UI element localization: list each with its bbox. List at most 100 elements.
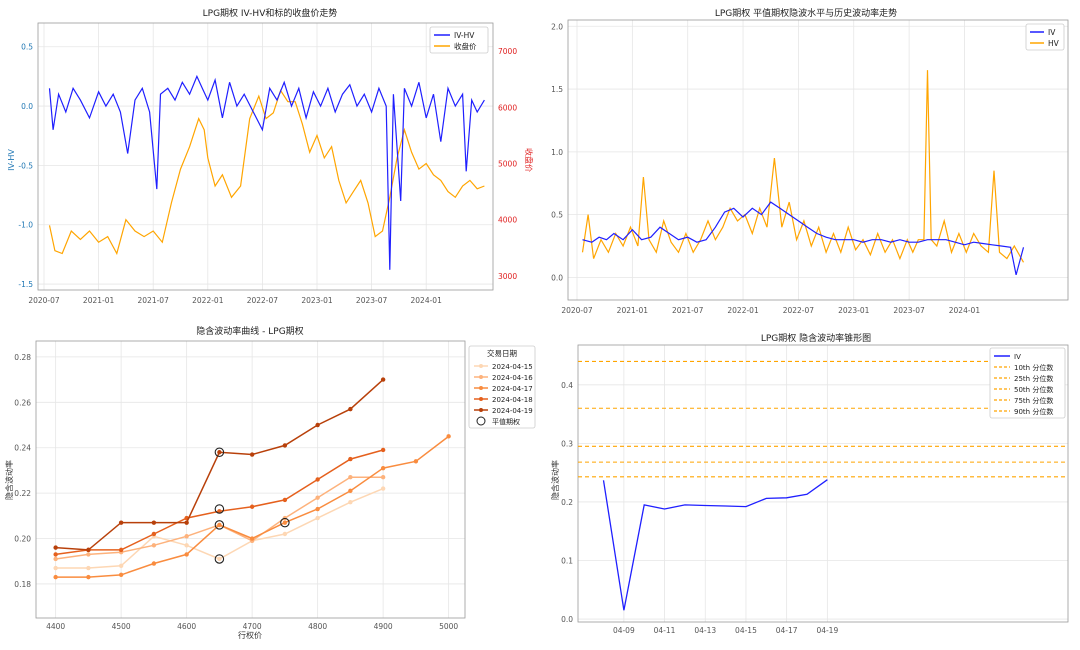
chart4-title: LPG期权 隐含波动率锥形图 bbox=[761, 332, 871, 344]
chart4-ytick-label: 0.1 bbox=[561, 557, 573, 566]
chart3-xtick-label: 4500 bbox=[112, 622, 131, 631]
chart3-atm-marker bbox=[214, 520, 225, 530]
chart3-atm-marker bbox=[214, 554, 225, 564]
chart2-ytick-label: 1.0 bbox=[551, 148, 563, 157]
chart4-frame bbox=[577, 344, 1069, 623]
chart3-ytick-label: 0.28 bbox=[14, 353, 31, 362]
chart3-frame bbox=[35, 340, 466, 619]
chart4-ytick-label: 0.0 bbox=[561, 615, 573, 624]
chart-iv-cone: LPG期权 隐含波动率锥形图 隐含波动率 04-09 04-11 04-13 04-1… bbox=[550, 332, 1069, 635]
chart2-ytick-label: 2.0 bbox=[551, 22, 563, 31]
chart4-ytick-label: 0.3 bbox=[561, 439, 573, 448]
chart3-series-point bbox=[53, 545, 58, 550]
chart2-xtick-label: 2020-07 bbox=[561, 306, 593, 315]
chart3-atm-marker bbox=[214, 504, 225, 514]
chart3-legend-item: 2024-04-19 bbox=[492, 407, 533, 415]
chart1-y2tick-label: 6000 bbox=[498, 103, 517, 112]
chart2-ytick-label: 1.5 bbox=[551, 85, 563, 94]
chart4-xtick-label: 04-09 bbox=[613, 626, 635, 635]
chart3-series-point bbox=[249, 536, 255, 541]
chart1-ytick-label: -1.5 bbox=[18, 280, 33, 289]
chart1-legend-ivhv: IV-HV bbox=[454, 31, 475, 40]
chart3-series-point bbox=[348, 488, 353, 494]
chart2-legend-iv: IV bbox=[1048, 28, 1056, 37]
chart-ivhv-close: LPG期权 IV-HV和标的收盘价走势 IV-HV 收盘价 2020-07 202… bbox=[7, 7, 534, 305]
chart3-series-point bbox=[151, 561, 157, 566]
chart3-ytick-label: 0.26 bbox=[14, 398, 31, 407]
chart1-xtick-label: 2020-07 bbox=[28, 296, 60, 305]
chart4-legend-item: 75th 分位数 bbox=[1014, 396, 1053, 405]
chart4-legend-item: IV bbox=[1014, 353, 1021, 361]
chart1-xtick-label: 2021-01 bbox=[83, 296, 115, 305]
chart4-xtick-label: 04-11 bbox=[654, 626, 676, 635]
chart3-series-point bbox=[151, 531, 157, 537]
chart4-xtick-label: 04-15 bbox=[735, 626, 757, 635]
chart1-legend-close: 收盘价 bbox=[454, 41, 477, 51]
chart3-series-point bbox=[282, 520, 288, 525]
chart3-xtick-label: 4600 bbox=[177, 622, 196, 631]
chart3-series-point bbox=[86, 552, 91, 557]
chart4-legend-item: 25th 分位数 bbox=[1014, 374, 1053, 383]
chart3-series-point bbox=[217, 509, 222, 514]
chart4-legend-item: 50th 分位数 bbox=[1014, 385, 1053, 394]
chart3-series-point bbox=[282, 531, 288, 537]
chart3-xtick-label: 4800 bbox=[308, 622, 327, 631]
chart3-series-point bbox=[118, 520, 124, 525]
chart3-ytick-label: 0.22 bbox=[14, 489, 31, 498]
chart3-series-point bbox=[413, 459, 419, 464]
chart3-atm-marker bbox=[280, 517, 290, 528]
chart1-y2tick-label: 3000 bbox=[498, 272, 517, 281]
chart1-y2tick-label: 5000 bbox=[498, 160, 517, 169]
chart1-xtick-label: 2023-07 bbox=[356, 296, 388, 305]
chart3-series-point bbox=[184, 543, 189, 548]
chart1-xtick-label: 2021-07 bbox=[138, 296, 170, 305]
chart3-series-point bbox=[315, 477, 320, 482]
chart3-series-point bbox=[315, 515, 320, 521]
chart3-series-point bbox=[118, 547, 124, 553]
chart2-xtick-label: 2022-01 bbox=[727, 306, 759, 315]
chart2-series-hv-line bbox=[581, 70, 1025, 263]
chart3-legend-atm: 平值期权 bbox=[492, 417, 520, 426]
chart4-ytick-label: 0.4 bbox=[561, 381, 573, 390]
chart3-legend-title: 交易日期 bbox=[487, 348, 517, 358]
chart3-series-point bbox=[118, 572, 124, 578]
chart1-ylabel: IV-HV bbox=[7, 149, 16, 171]
chart3-series-point bbox=[184, 520, 189, 525]
chart1-y2label: 收盘价 bbox=[524, 148, 534, 172]
chart3-series-point bbox=[446, 434, 451, 439]
chart4-xtick-label: 04-17 bbox=[776, 626, 798, 635]
chart3-series-point bbox=[217, 556, 222, 562]
chart3-series-point bbox=[380, 465, 386, 471]
chart3-series-point bbox=[53, 552, 58, 557]
chart1-xtick-label: 2022-01 bbox=[192, 296, 224, 305]
chart3-series-point bbox=[217, 450, 222, 455]
chart2-xtick-label: 2021-07 bbox=[672, 306, 704, 315]
chart4-xtick-label: 04-19 bbox=[816, 626, 838, 635]
chart2-series-iv-line bbox=[582, 201, 1025, 276]
chart2-xtick-label: 2023-07 bbox=[893, 306, 925, 315]
chart1-ytick-label: -1.0 bbox=[18, 221, 33, 230]
chart3-series-point bbox=[151, 520, 157, 525]
chart3-series-point bbox=[184, 534, 189, 539]
chart4-ytick-label: 0.2 bbox=[561, 498, 573, 507]
chart3-series-point bbox=[86, 547, 91, 553]
chart3-series-point bbox=[282, 443, 288, 448]
chart3-series-point bbox=[380, 377, 386, 382]
chart3-ytick-label: 0.20 bbox=[14, 535, 31, 544]
chart1-y2tick-label: 7000 bbox=[498, 47, 517, 56]
chart3-ylabel: 隐含波动率 bbox=[4, 460, 14, 500]
chart3-ytick-label: 0.24 bbox=[14, 444, 31, 453]
chart3-series-point bbox=[315, 495, 320, 500]
chart3-ytick-label: 0.18 bbox=[14, 580, 31, 589]
chart1-y2tick-label: 4000 bbox=[498, 216, 517, 225]
chart2-ytick-label: 0.0 bbox=[551, 273, 563, 282]
chart1-series-close-line bbox=[48, 89, 485, 256]
chart3-atm-marker bbox=[214, 447, 225, 458]
chart3-legend-item: 2024-04-17 bbox=[492, 385, 533, 393]
chart3-xlabel: 行权价 bbox=[238, 630, 262, 640]
chart2-xtick-label: 2024-01 bbox=[949, 306, 981, 315]
chart3-series-point bbox=[53, 556, 58, 562]
chart3-legend-item: 2024-04-18 bbox=[492, 396, 533, 404]
chart1-xtick-label: 2023-01 bbox=[301, 296, 333, 305]
chart3-series-point bbox=[86, 574, 91, 580]
